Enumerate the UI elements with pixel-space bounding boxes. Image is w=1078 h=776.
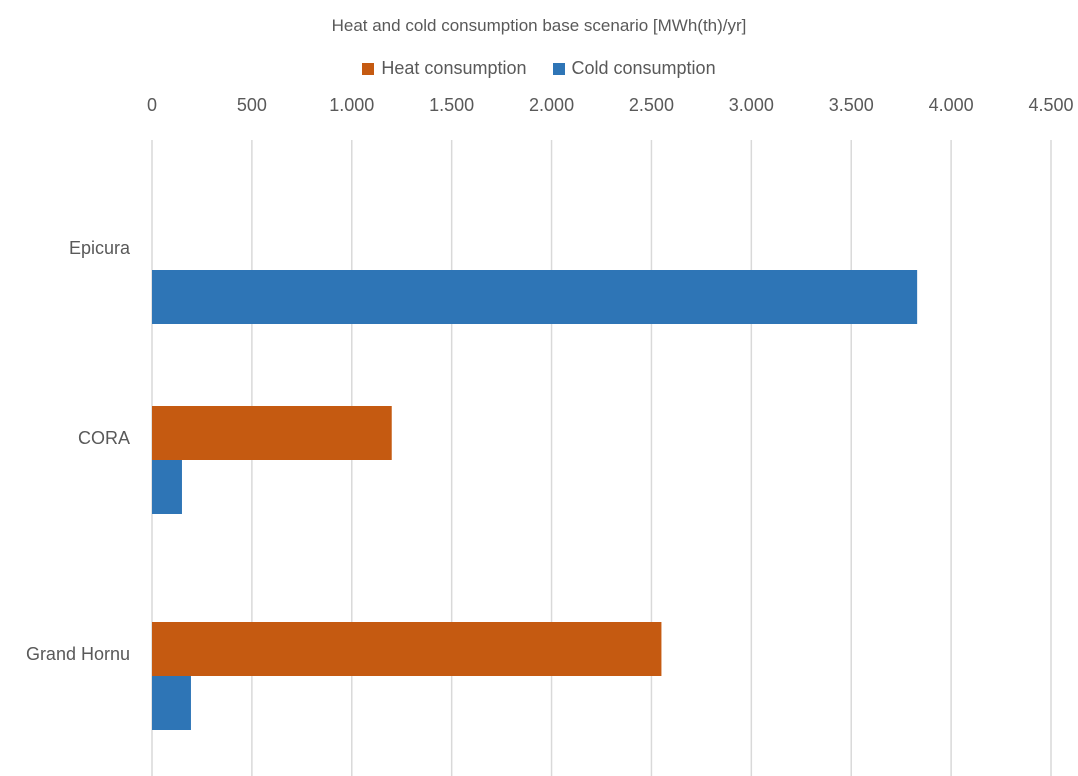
cold-bar-epicura [152, 270, 918, 324]
legend: Heat consumption Cold consumption [0, 58, 1078, 79]
cold-bar-cora [152, 460, 182, 514]
legend-swatch-cold [552, 62, 565, 75]
x-tick-label: 4.000 [929, 95, 974, 115]
x-tick-label: 500 [237, 95, 267, 115]
legend-label-cold: Cold consumption [571, 58, 716, 78]
category-label: CORA [78, 428, 130, 448]
heat-bar-cora [152, 406, 392, 460]
bars [152, 270, 918, 730]
x-tick-label: 4.500 [1028, 95, 1073, 115]
category-labels: Epicura CORA Grand Hornu [26, 238, 131, 664]
legend-item-heat: Heat consumption [362, 58, 527, 79]
cold-bar-grand-hornu [152, 676, 191, 730]
x-tick-label: 1.500 [429, 95, 474, 115]
x-tick-label: 3.000 [729, 95, 774, 115]
x-tick-labels: 0 500 1.000 1.500 2.000 2.500 3.000 3.500 4.000 4… [147, 95, 1074, 115]
chart-title: Heat and cold consumption base scenario … [331, 16, 747, 35]
x-tick-label: 0 [147, 95, 157, 115]
x-tick-label: 1.000 [329, 95, 374, 115]
x-tick-label: 3.500 [829, 95, 874, 115]
category-label: Grand Hornu [26, 644, 130, 664]
category-label: Epicura [69, 238, 131, 258]
heat-bar-grand-hornu [152, 622, 662, 676]
legend-label-heat: Heat consumption [381, 58, 527, 78]
x-tick-label: 2.500 [629, 95, 674, 115]
legend-swatch-heat [362, 62, 375, 75]
x-tick-label: 2.000 [529, 95, 574, 115]
legend-item-cold: Cold consumption [552, 58, 716, 79]
